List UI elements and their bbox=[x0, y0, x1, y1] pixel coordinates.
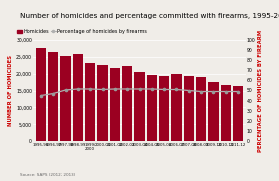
Bar bbox=[147, 75, 157, 141]
Bar bbox=[233, 86, 243, 141]
Bar bbox=[134, 71, 145, 141]
Bar bbox=[61, 56, 71, 141]
Y-axis label: PERCENTAGE OF HOMICIDES BY FIREARM: PERCENTAGE OF HOMICIDES BY FIREARM bbox=[258, 30, 263, 151]
Bar bbox=[221, 85, 231, 141]
Text: Number of homicides and percentage committed with firearms, 1995-2012: Number of homicides and percentage commi… bbox=[20, 13, 279, 19]
Y-axis label: NUMBER OF HOMICIDES: NUMBER OF HOMICIDES bbox=[8, 55, 13, 126]
Bar bbox=[73, 54, 83, 141]
Bar bbox=[97, 65, 108, 141]
Bar bbox=[171, 74, 182, 141]
Bar bbox=[48, 52, 58, 141]
Bar bbox=[196, 77, 206, 141]
Bar bbox=[36, 48, 46, 141]
Bar bbox=[159, 76, 169, 141]
Legend: Homicides, Percentage of homicides by firearms: Homicides, Percentage of homicides by fi… bbox=[17, 29, 147, 34]
Bar bbox=[208, 82, 218, 141]
Bar bbox=[85, 63, 95, 141]
Bar bbox=[184, 76, 194, 141]
Text: Source: SAPS (2012; 2013): Source: SAPS (2012; 2013) bbox=[20, 173, 75, 177]
Bar bbox=[110, 68, 120, 141]
Bar bbox=[122, 66, 132, 141]
